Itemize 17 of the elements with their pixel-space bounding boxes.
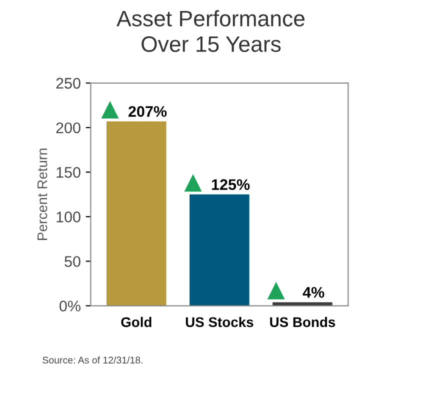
y-tick-label: 100	[56, 212, 80, 222]
data-label: 4%	[302, 287, 324, 298]
x-tick-label: US Bonds	[270, 316, 336, 328]
y-tick-label: 50	[64, 256, 80, 267]
chart-title: Asset Performance Over 15 Years	[116, 10, 304, 52]
data-label: 207%	[128, 106, 167, 117]
y-tick-label: 200	[56, 122, 80, 134]
source-note: Source: As of 12/31/18.	[42, 356, 142, 364]
y-tick-label: 0%	[60, 300, 80, 312]
bar	[190, 194, 250, 306]
data-label: 125%	[212, 179, 250, 190]
y-tick-label: 250	[56, 78, 80, 89]
x-tick-label: Gold	[121, 316, 152, 328]
y-axis-title: Percent Return	[38, 148, 48, 240]
x-tick-label: US Stocks	[186, 316, 254, 328]
bar	[106, 121, 166, 306]
y-tick-label: 150	[56, 166, 80, 178]
